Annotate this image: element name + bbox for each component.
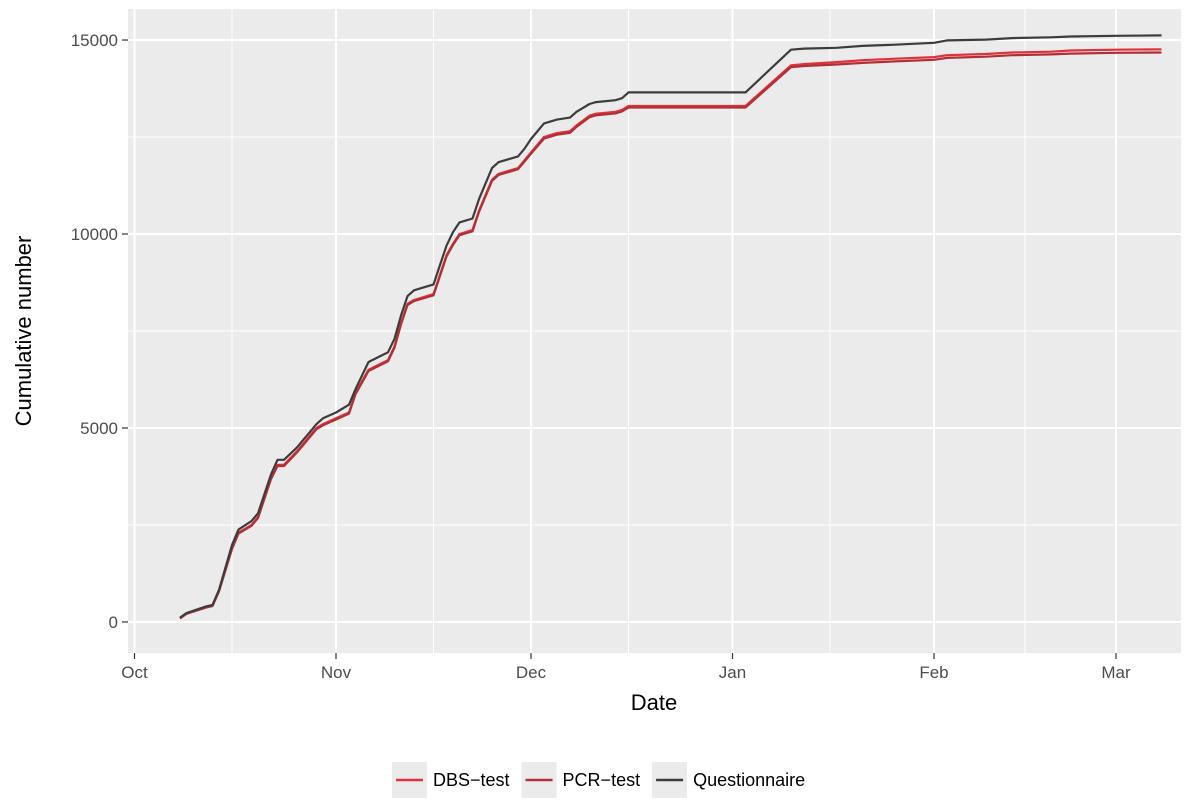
x-tick-label: Nov (321, 663, 352, 682)
legend-label: Questionnaire (693, 770, 805, 790)
x-tick-label: Dec (516, 663, 547, 682)
grid-lines (128, 9, 1181, 653)
series-line (179, 51, 1162, 620)
x-tick-label: Feb (919, 663, 948, 682)
legend: DBS−test PCR−test Questionnaire (392, 762, 805, 798)
x-tick-label: Oct (121, 663, 148, 682)
series-line (179, 34, 1162, 619)
x-tick-label: Jan (719, 663, 746, 682)
legend-item: PCR−test (521, 762, 641, 798)
legend-label: DBS−test (433, 770, 510, 790)
series-line (179, 48, 1162, 619)
x-axis-title: Date (631, 690, 677, 715)
axes: 0 5000 10000 15000 Oct Nov Dec Jan Feb Mar (71, 31, 1131, 682)
legend-label: PCR−test (563, 770, 641, 790)
y-tick-label: 5000 (80, 419, 118, 438)
y-tick-label: 0 (109, 613, 118, 632)
y-tick-label: 10000 (71, 225, 118, 244)
series-layer (179, 34, 1162, 620)
legend-item: Questionnaire (652, 762, 805, 798)
y-tick-label: 15000 (71, 31, 118, 50)
x-tick-label: Mar (1101, 663, 1131, 682)
y-axis-title: Cumulative number (11, 236, 36, 427)
legend-item: DBS−test (392, 762, 510, 798)
